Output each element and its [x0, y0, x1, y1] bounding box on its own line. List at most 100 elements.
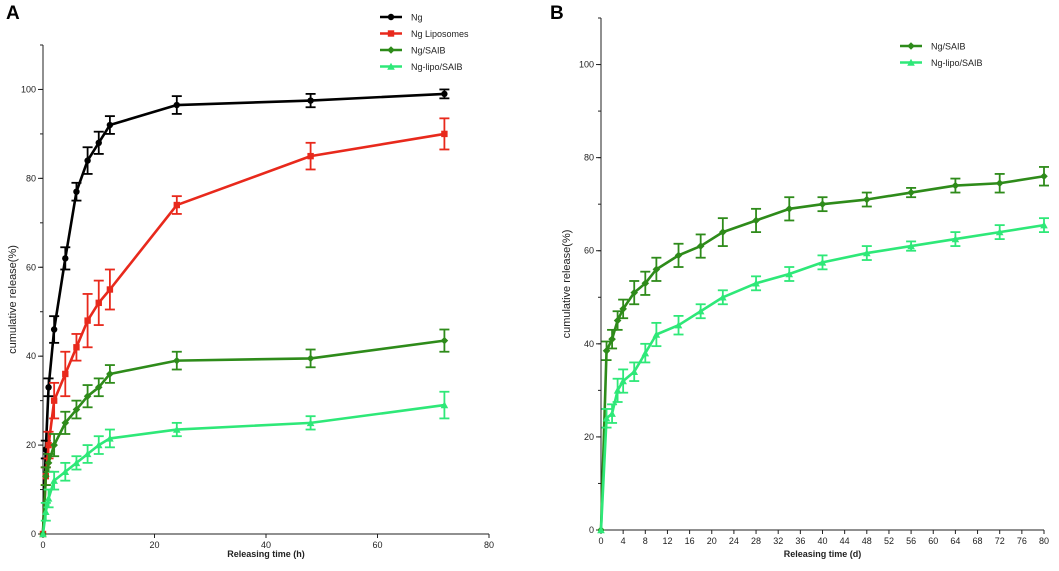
x-axis-title: Releasing time (h) — [227, 549, 305, 559]
data-point — [61, 467, 70, 475]
data-point — [45, 441, 52, 449]
data-point — [106, 434, 114, 442]
data-point — [173, 101, 180, 109]
legend-item: Ng — [380, 13, 423, 23]
y-tick-label: 0 — [31, 529, 36, 539]
data-point — [630, 367, 639, 375]
data-point — [907, 188, 915, 197]
x-tick-label: 28 — [751, 536, 761, 546]
data-point — [94, 383, 103, 392]
series-line — [41, 132, 445, 535]
y-tick-label: 100 — [21, 84, 36, 94]
series-line — [41, 339, 445, 535]
data-point — [50, 397, 58, 404]
data-point — [72, 459, 81, 467]
data-point — [907, 242, 915, 250]
data-point — [94, 441, 103, 449]
legend-label: Ng-lipo/SAIB — [411, 62, 463, 72]
y-tick-label: 20 — [26, 440, 36, 450]
data-point — [818, 200, 827, 208]
y-tick-label: 60 — [26, 262, 36, 272]
y-axis-title: cumulative release(%) — [7, 245, 19, 354]
series-ng-saib — [39, 328, 450, 538]
x-tick-label: 40 — [261, 540, 271, 550]
series-ng-lipo-saib — [39, 390, 450, 538]
x-tick-label: 48 — [862, 536, 872, 546]
x-tick-label: 20 — [149, 540, 159, 550]
series-ng-liposomes — [39, 117, 450, 538]
data-point — [50, 326, 58, 333]
data-point — [1040, 221, 1048, 229]
data-point — [440, 401, 449, 409]
data-point — [785, 270, 794, 278]
data-point — [61, 419, 70, 427]
data-point — [72, 405, 81, 414]
data-point — [39, 530, 47, 538]
y-tick-label: 40 — [26, 351, 36, 361]
y-axis-title: cumulative release(%) — [561, 230, 573, 339]
data-point — [50, 476, 58, 484]
data-point — [995, 179, 1004, 188]
panel-b-letter: B — [550, 3, 564, 24]
x-tick-label: 12 — [662, 536, 672, 546]
y-tick-label: 20 — [584, 432, 594, 442]
legend-label: Ng/SAIB — [411, 46, 446, 56]
data-point — [818, 258, 827, 266]
x-tick-label: 0 — [598, 536, 603, 546]
data-point — [306, 419, 315, 427]
x-tick-label: 32 — [773, 536, 783, 546]
data-point — [83, 450, 92, 458]
data-point — [608, 409, 616, 417]
data-point — [44, 494, 53, 502]
data-point — [641, 279, 650, 288]
x-tick-label: 0 — [40, 540, 45, 550]
y-tick-label: 40 — [584, 339, 594, 349]
data-point — [752, 279, 760, 287]
data-point — [674, 321, 683, 329]
data-point — [44, 459, 53, 467]
data-point — [84, 317, 91, 324]
x-tick-label: 56 — [906, 536, 916, 546]
data-point — [785, 205, 794, 213]
data-point — [83, 392, 92, 400]
data-point — [95, 139, 102, 146]
data-point — [951, 235, 960, 243]
data-point — [597, 526, 605, 534]
legend-item: Ng-lipo/SAIB — [380, 62, 463, 72]
data-point — [440, 336, 449, 345]
data-point — [752, 216, 760, 225]
data-point — [652, 265, 661, 274]
x-tick-label: 40 — [817, 536, 827, 546]
data-point — [106, 286, 114, 293]
x-tick-label: 76 — [1017, 536, 1027, 546]
data-point — [50, 441, 58, 449]
data-point — [630, 288, 639, 297]
data-point — [696, 242, 705, 250]
x-tick-label: 80 — [484, 540, 494, 550]
series-line — [41, 403, 445, 535]
legend-label: Ng/SAIB — [931, 42, 966, 52]
panel-a-letter: A — [6, 3, 20, 24]
data-point — [1040, 172, 1048, 181]
legend-marker — [387, 46, 395, 54]
y-tick-label: 0 — [589, 525, 594, 535]
data-point — [951, 181, 960, 190]
x-tick-label: 4 — [621, 536, 626, 546]
data-point — [106, 370, 114, 378]
data-point — [995, 228, 1004, 236]
series-ng-saib — [597, 166, 1049, 534]
data-point — [619, 305, 627, 313]
x-tick-label: 60 — [928, 536, 938, 546]
legend-item: Ng/SAIB — [380, 46, 446, 56]
data-point — [307, 152, 314, 160]
panel-b-chart: 0 4 8 12 16 20 24 28 32 36 40 44 48 52 56 60 64 68 72 76 800… — [561, 17, 1049, 559]
x-tick-label: 64 — [950, 536, 960, 546]
data-point — [652, 330, 661, 338]
y-tick-label: 60 — [584, 246, 594, 256]
legend-label: Ng-lipo/SAIB — [931, 58, 983, 68]
data-point — [45, 384, 52, 391]
x-tick-label: 24 — [729, 536, 739, 546]
panel-a-chart: 0 20 40 60 80 0 20 40 60 80 100 Releasing time (h) c… — [7, 13, 494, 560]
data-point — [863, 195, 871, 204]
data-point — [719, 228, 727, 236]
